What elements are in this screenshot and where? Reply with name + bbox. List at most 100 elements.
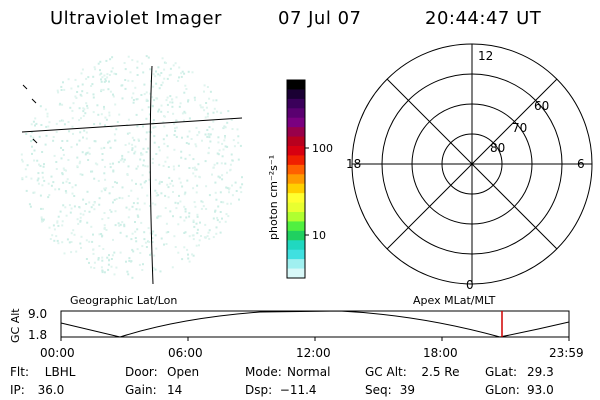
emission-dot	[167, 166, 170, 168]
emission-dot	[231, 184, 233, 187]
emission-dot	[214, 181, 217, 184]
emission-dot	[105, 59, 108, 62]
emission-dot	[155, 82, 158, 85]
emission-dot	[221, 155, 224, 158]
emission-dot	[178, 76, 180, 79]
emission-dot	[31, 145, 33, 148]
color-bar-segment	[287, 127, 305, 138]
emission-dot	[90, 85, 93, 87]
emission-dot	[163, 243, 165, 246]
emission-dot	[208, 146, 210, 149]
emission-dot	[237, 135, 240, 138]
emission-dot	[52, 139, 55, 142]
emission-dot	[199, 104, 202, 107]
emission-dot	[127, 195, 130, 197]
emission-dot	[187, 99, 190, 102]
emission-dot	[134, 145, 137, 148]
emission-dot	[188, 117, 191, 120]
emission-dot	[208, 229, 211, 232]
emission-dot	[143, 231, 146, 234]
emission-dot	[55, 131, 58, 134]
emission-dot	[155, 153, 158, 155]
emission-dot	[177, 251, 180, 254]
altitude-curve	[60, 310, 570, 338]
emission-dot	[62, 204, 65, 207]
emission-dot	[86, 107, 89, 110]
emission-dot	[40, 216, 43, 219]
emission-dot	[103, 74, 106, 77]
emission-dot	[148, 241, 151, 243]
emission-dot	[175, 135, 178, 138]
emission-dot	[88, 261, 90, 264]
emission-dot	[149, 68, 152, 71]
emission-dot	[187, 70, 190, 73]
emission-dot	[113, 72, 116, 75]
emission-dot	[123, 158, 126, 161]
emission-dot	[162, 121, 165, 124]
color-bar-segment	[287, 146, 305, 157]
footer-label: Seq:	[365, 383, 392, 397]
emission-dot	[85, 102, 88, 105]
emission-dot	[47, 125, 50, 128]
emission-dot	[105, 187, 108, 190]
emission-dot	[51, 234, 54, 237]
emission-dot	[220, 111, 223, 114]
emission-dot	[104, 124, 106, 127]
emission-dot	[26, 164, 29, 167]
emission-dot	[151, 96, 154, 99]
emission-dot	[110, 210, 113, 213]
emission-dot	[201, 139, 203, 142]
emission-dot	[25, 133, 28, 135]
emission-dot	[179, 200, 182, 203]
emission-dot	[103, 107, 106, 110]
emission-dot	[100, 88, 103, 91]
emission-dot	[61, 103, 64, 106]
emission-dot	[108, 192, 111, 195]
emission-dot	[140, 221, 143, 224]
emission-dot	[208, 136, 211, 139]
emission-dot	[196, 228, 199, 231]
emission-dot	[180, 72, 183, 75]
emission-dot	[141, 245, 144, 248]
emission-dot	[224, 162, 227, 165]
emission-dot	[55, 168, 58, 170]
emission-dot	[206, 235, 209, 238]
emission-dot	[100, 233, 103, 235]
emission-dot	[172, 184, 175, 187]
emission-dot	[142, 147, 145, 150]
emission-dot	[151, 241, 154, 244]
color-bar-segment	[287, 174, 305, 185]
emission-dot	[30, 131, 33, 134]
emission-dot	[98, 73, 101, 76]
emission-dot	[98, 203, 101, 206]
emission-dot	[137, 215, 140, 218]
emission-dot	[232, 139, 235, 142]
emission-dot	[44, 108, 47, 111]
emission-dot	[180, 150, 183, 153]
emission-dot	[207, 231, 210, 234]
emission-dot	[191, 253, 194, 256]
emission-dot	[195, 145, 198, 148]
emission-dot	[163, 125, 166, 128]
emission-dot	[131, 59, 134, 62]
emission-dot	[103, 212, 106, 214]
emission-dot	[30, 177, 33, 180]
color-bar-segment	[287, 268, 305, 279]
emission-dot	[96, 163, 99, 166]
emission-dot	[104, 79, 107, 82]
emission-dot	[128, 259, 131, 262]
emission-dot	[225, 186, 228, 189]
emission-dot	[185, 88, 188, 90]
emission-dot	[158, 108, 161, 111]
emission-dot	[21, 158, 23, 161]
emission-dot	[122, 160, 125, 163]
emission-dot	[159, 270, 162, 273]
emission-dot	[131, 147, 134, 150]
emission-dot	[192, 172, 195, 175]
emission-dot	[135, 240, 138, 243]
emission-dot	[152, 73, 155, 76]
color-bar-segment	[287, 108, 305, 119]
color-bar-segment	[287, 136, 305, 147]
emission-dot	[127, 151, 130, 154]
emission-dot	[196, 184, 199, 187]
